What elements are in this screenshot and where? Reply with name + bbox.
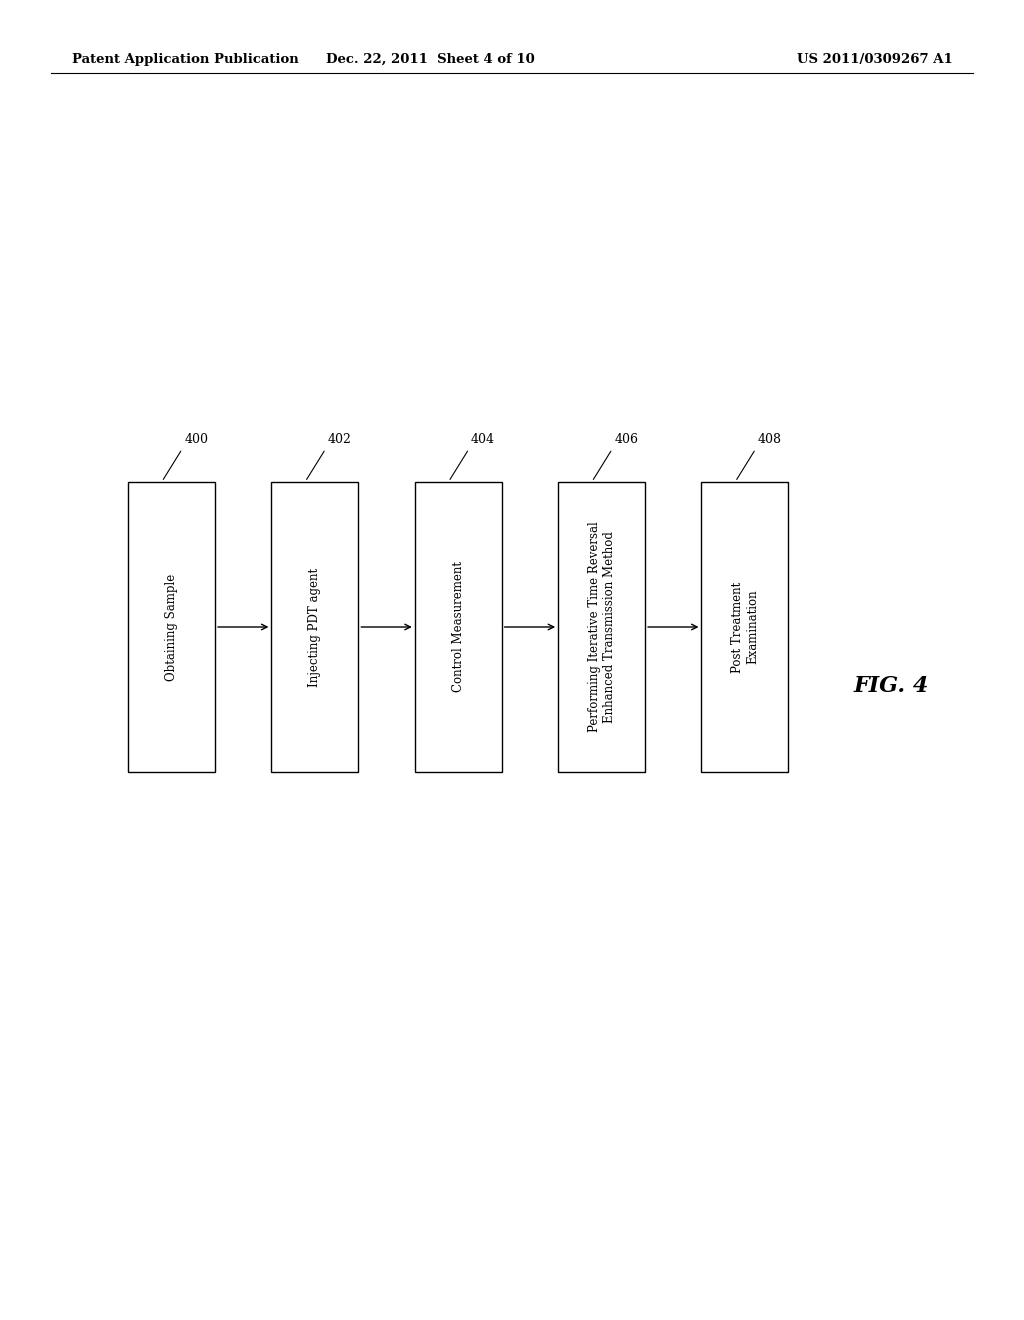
Text: 400: 400 <box>184 433 208 446</box>
Text: Dec. 22, 2011  Sheet 4 of 10: Dec. 22, 2011 Sheet 4 of 10 <box>326 53 535 66</box>
Text: US 2011/0309267 A1: US 2011/0309267 A1 <box>797 53 952 66</box>
Bar <box>701 482 788 772</box>
Text: 402: 402 <box>328 433 351 446</box>
Text: Control Measurement: Control Measurement <box>452 561 465 693</box>
Text: Obtaining Sample: Obtaining Sample <box>165 573 178 681</box>
Bar <box>558 482 645 772</box>
Bar <box>415 482 502 772</box>
Text: Performing Iterative Time Reversal
Enhanced Transmission Method: Performing Iterative Time Reversal Enhan… <box>588 521 615 733</box>
Text: 404: 404 <box>471 433 495 446</box>
Text: Injecting PDT agent: Injecting PDT agent <box>308 568 322 686</box>
Text: Patent Application Publication: Patent Application Publication <box>72 53 298 66</box>
Text: Post Treatment
Examination: Post Treatment Examination <box>731 581 759 673</box>
Text: 408: 408 <box>758 433 781 446</box>
Bar <box>128 482 215 772</box>
Bar <box>271 482 358 772</box>
Text: FIG. 4: FIG. 4 <box>853 676 929 697</box>
Text: 406: 406 <box>614 433 638 446</box>
